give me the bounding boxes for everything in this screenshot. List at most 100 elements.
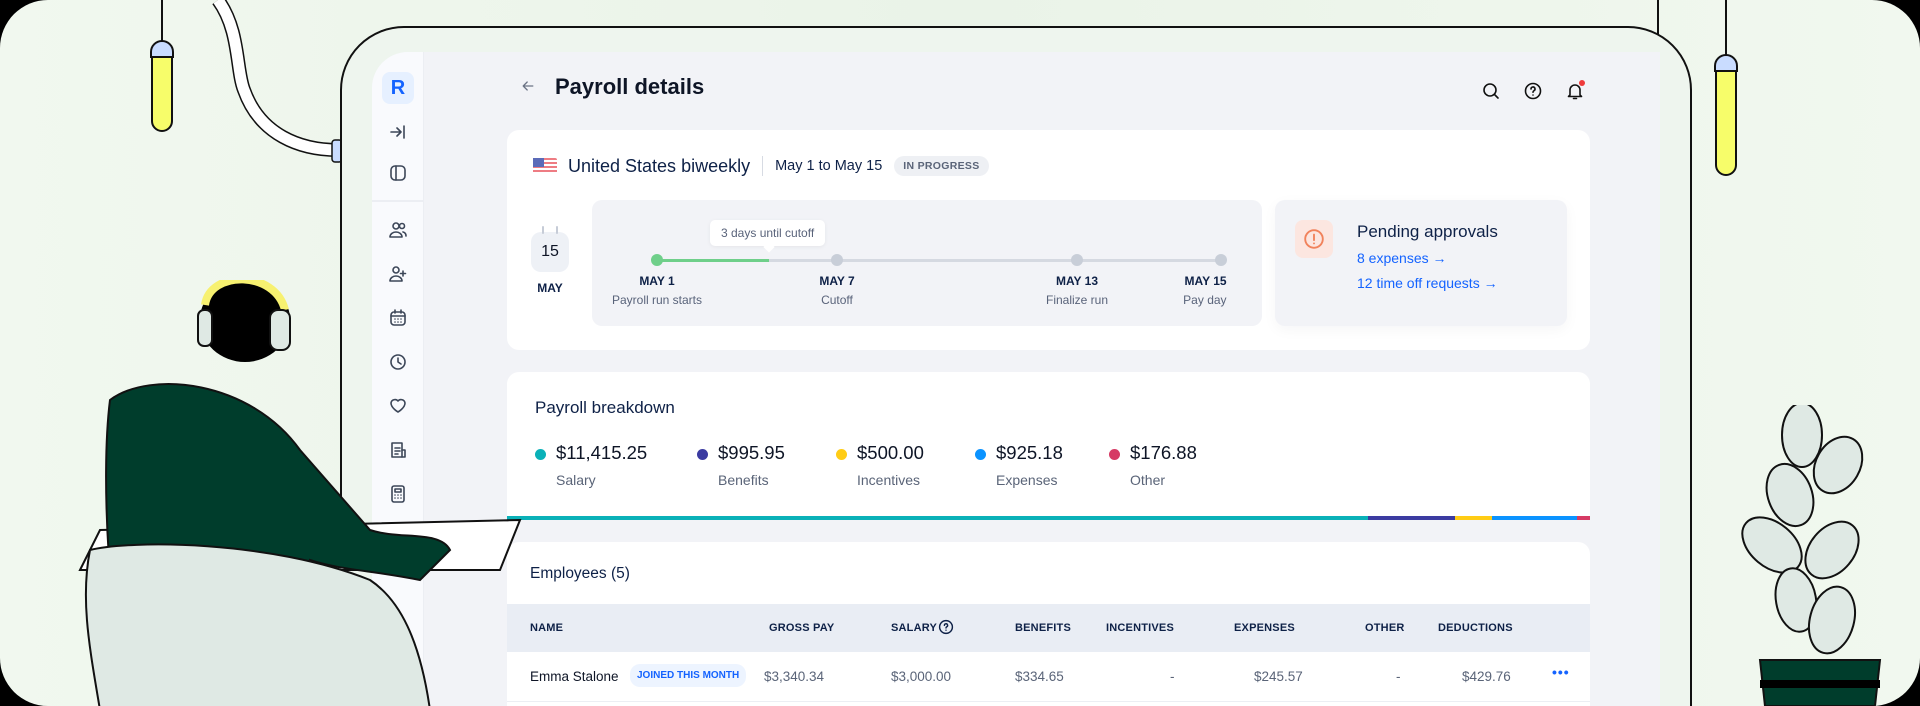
receipt-icon[interactable] bbox=[382, 434, 414, 466]
employees-title: Employees (5) bbox=[530, 565, 630, 582]
milestone-label: Finalize run bbox=[1045, 293, 1109, 307]
table-row[interactable]: Emma Stalone JOINED THIS MONTH $3,340.34… bbox=[507, 652, 1590, 702]
payroll-run-card: United States biweekly May 1 to May 15 I… bbox=[507, 130, 1590, 350]
milestone: MAY 7 Cutoff bbox=[819, 274, 854, 307]
run-dates: May 1 to May 15 bbox=[775, 158, 883, 174]
column-other[interactable]: OTHER bbox=[1365, 622, 1405, 634]
timeline-dot bbox=[1071, 254, 1083, 266]
expand-sidebar-icon[interactable] bbox=[382, 116, 414, 148]
bell-icon bbox=[1567, 84, 1583, 100]
column-name[interactable]: NAME bbox=[530, 622, 564, 634]
legend-dot bbox=[1109, 449, 1120, 460]
warning-icon bbox=[1295, 220, 1333, 258]
label: Other bbox=[1130, 472, 1166, 488]
calculator-icon[interactable] bbox=[382, 478, 414, 510]
timeline-dot bbox=[1215, 254, 1227, 266]
column-salary[interactable]: SALARY bbox=[891, 622, 938, 634]
calendar-date-icon: 15 bbox=[531, 226, 569, 272]
plant-illustration bbox=[1741, 405, 1882, 706]
add-user-icon[interactable] bbox=[382, 258, 414, 290]
milestone: MAY 13 Finalize run bbox=[1046, 274, 1108, 307]
legend-dot bbox=[975, 449, 986, 460]
sidebar-divider bbox=[372, 200, 424, 202]
amount: $176.88 bbox=[1130, 442, 1197, 463]
milestone-label: Cutoff bbox=[821, 293, 853, 307]
bar-segment-salary bbox=[507, 516, 1368, 520]
milestone-date: MAY 1 bbox=[639, 274, 675, 288]
back-button[interactable] bbox=[520, 78, 536, 99]
heart-icon[interactable] bbox=[382, 390, 414, 422]
pending-approvals-panel: Pending approvals 8 expenses → 12 time o… bbox=[1275, 200, 1567, 326]
status-badge: IN PROGRESS bbox=[894, 156, 989, 176]
breakdown-stacked-bar bbox=[507, 516, 1590, 520]
calendar-month: MAY bbox=[537, 281, 563, 295]
label: Benefits bbox=[718, 472, 769, 488]
search-icon bbox=[1483, 83, 1499, 99]
pending-title: Pending approvals bbox=[1357, 222, 1498, 241]
legend-dot bbox=[697, 449, 708, 460]
joined-badge: JOINED THIS MONTH bbox=[630, 664, 747, 687]
timeline-track bbox=[657, 259, 1217, 262]
app-window: R bbox=[372, 52, 1660, 706]
table-header: NAME GROSS PAY SALARY BENEFITS INCENTIVE… bbox=[507, 604, 1590, 652]
bar-segment-incentives bbox=[1455, 516, 1492, 520]
panel-layout-icon[interactable] bbox=[382, 157, 414, 189]
salary: $3,000.00 bbox=[891, 669, 952, 684]
expenses-link[interactable]: 8 expenses → bbox=[1357, 250, 1447, 266]
amount: $925.18 bbox=[996, 442, 1063, 463]
milestone-date: MAY 15 bbox=[1184, 274, 1227, 288]
timeline-progress bbox=[657, 259, 769, 262]
salary-help-icon[interactable] bbox=[938, 619, 954, 635]
header-actions bbox=[1480, 80, 1586, 102]
divider bbox=[762, 156, 764, 176]
amount: $11,415.25 bbox=[556, 442, 648, 463]
help-icon bbox=[1524, 82, 1542, 100]
milestone-label: Pay day bbox=[1183, 293, 1227, 307]
bar-segment-other bbox=[1577, 516, 1590, 520]
app-logo[interactable]: R bbox=[382, 72, 414, 104]
amount: $500.00 bbox=[857, 442, 924, 463]
column-deductions[interactable]: DEDUCTIONS bbox=[1438, 622, 1513, 634]
calendar-icon[interactable] bbox=[382, 302, 414, 334]
milestone-date: MAY 7 bbox=[819, 274, 855, 288]
person-at-desk-illustration bbox=[78, 280, 522, 706]
other: - bbox=[1396, 669, 1401, 684]
bar-segment-expenses bbox=[1492, 516, 1577, 520]
timeline-dot bbox=[651, 254, 663, 266]
employees-card: Employees (5) NAME GROSS PAY SALARY BENE… bbox=[507, 542, 1590, 706]
legend-dot bbox=[836, 449, 847, 460]
run-name: United States biweekly bbox=[568, 155, 751, 176]
column-expenses[interactable]: EXPENSES bbox=[1234, 622, 1295, 634]
legend-dot bbox=[535, 449, 546, 460]
incentives: - bbox=[1170, 669, 1175, 684]
us-flag-icon bbox=[533, 158, 557, 174]
column-benefits[interactable]: BENEFITS bbox=[1015, 622, 1071, 634]
milestone-label: Payroll run starts bbox=[611, 293, 703, 307]
column-incentives[interactable]: INCENTIVES bbox=[1106, 622, 1175, 634]
people-icon[interactable] bbox=[382, 214, 414, 246]
milestone: MAY 15 Pay day bbox=[1183, 274, 1226, 307]
arrow-left-icon bbox=[522, 81, 534, 91]
label: Salary bbox=[556, 472, 596, 488]
employee-name[interactable]: Emma Stalone bbox=[530, 669, 619, 684]
cutoff-tooltip: 3 days until cutoff bbox=[710, 220, 826, 246]
label: Incentives bbox=[857, 472, 921, 488]
milestone-date: MAY 13 bbox=[1055, 274, 1099, 288]
milestone: MAY 1 Payroll run starts bbox=[612, 274, 702, 307]
page-title: Payroll details bbox=[555, 74, 705, 99]
benefits: $334.65 bbox=[1015, 669, 1064, 684]
notification-dot bbox=[1579, 80, 1585, 86]
bar-segment-benefits bbox=[1368, 516, 1455, 520]
payroll-breakdown-card: Payroll breakdown $11,415.25 Salary $995… bbox=[507, 372, 1590, 520]
clock-icon[interactable] bbox=[382, 346, 414, 378]
expenses: $245.57 bbox=[1254, 669, 1303, 684]
notifications-button[interactable] bbox=[1564, 80, 1586, 102]
time-off-requests-link[interactable]: 12 time off requests → bbox=[1357, 275, 1498, 291]
help-button[interactable] bbox=[1522, 80, 1544, 102]
search-button[interactable] bbox=[1480, 80, 1502, 102]
more-actions-icon[interactable]: ••• bbox=[1552, 664, 1570, 680]
amount: $995.95 bbox=[718, 442, 785, 463]
timeline-dot bbox=[831, 254, 843, 266]
column-gross-pay[interactable]: GROSS PAY bbox=[769, 622, 835, 634]
